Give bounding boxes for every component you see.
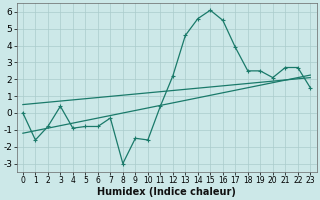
X-axis label: Humidex (Indice chaleur): Humidex (Indice chaleur) xyxy=(97,187,236,197)
